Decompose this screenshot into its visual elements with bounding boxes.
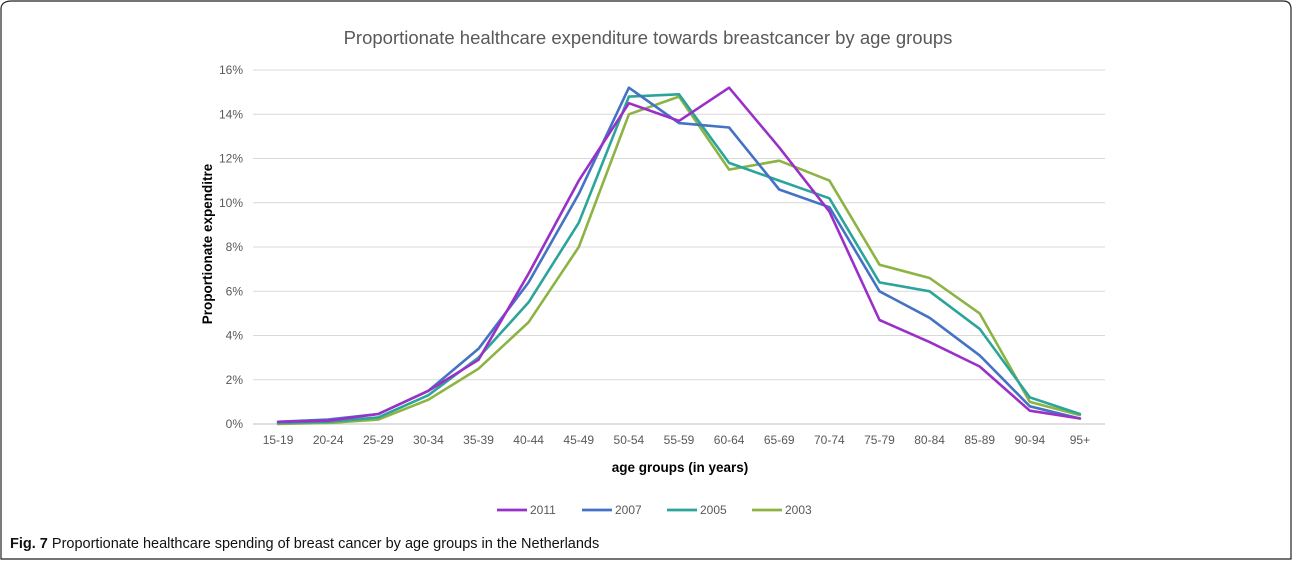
series-line-2005 [276, 93, 1082, 425]
legend-label-2005: 2005 [700, 503, 727, 517]
x-axis-label: age groups (in years) [612, 460, 749, 475]
x-tick-label: 95+ [1070, 433, 1090, 447]
x-tick-label: 15-19 [263, 433, 294, 447]
x-tick-label: 35-39 [463, 433, 494, 447]
x-tick-label: 40-44 [513, 433, 544, 447]
figure-caption-text: Proportionate healthcare spending of bre… [51, 536, 600, 552]
gridlines [253, 69, 1105, 381]
axes: 0% 2% 4% 6% 8% 10% 12% 14% 16% 15-19 20-24 25-29 30-… [219, 63, 1105, 447]
legend-label-2007: 2007 [615, 503, 642, 517]
x-tick-label: 70-74 [814, 433, 845, 447]
legend-label-2011: 2011 [530, 503, 556, 517]
x-tick-label: 90-94 [1014, 433, 1045, 447]
x-tick-label: 75-79 [864, 433, 895, 447]
x-tick-label: 45-49 [563, 433, 594, 447]
x-tick-label: 85-89 [964, 433, 995, 447]
line-chart: Proportionate healthcare expenditure tow… [200, 27, 1105, 517]
y-tick-label: 12% [219, 152, 243, 166]
x-tick-label: 50-54 [614, 433, 645, 447]
series-lines [276, 86, 1082, 426]
figure-caption: Fig. 7 Proportionate healthcare spending… [10, 536, 599, 552]
y-tick-label: 4% [226, 329, 244, 343]
x-tick-label: 25-29 [363, 433, 394, 447]
chart-title: Proportionate healthcare expenditure tow… [344, 27, 953, 48]
x-tick-label: 20-24 [313, 433, 344, 447]
y-tick-label: 0% [226, 417, 244, 431]
y-tick-label: 10% [219, 196, 243, 210]
x-tick-label: 65-69 [764, 433, 795, 447]
series-line-2007 [276, 86, 1082, 424]
y-tick-label: 8% [226, 240, 244, 254]
y-axis-label: Proportionate expenditre [200, 163, 215, 324]
y-tick-label: 6% [226, 284, 244, 298]
x-tick-label: 80-84 [914, 433, 945, 447]
y-tick-label: 14% [219, 107, 243, 121]
x-tick-label: 60-64 [714, 433, 745, 447]
legend: 2011 2007 2005 2003 [497, 503, 812, 517]
y-tick-label: 16% [219, 63, 243, 77]
series-line-2003 [276, 95, 1082, 426]
x-tick-label: 55-59 [664, 433, 695, 447]
y-tick-label: 2% [226, 373, 244, 387]
legend-label-2003: 2003 [785, 503, 812, 517]
figure-label: Fig. 7 [10, 536, 48, 552]
series-line-2011 [276, 86, 1082, 424]
x-tick-label: 30-34 [413, 433, 444, 447]
